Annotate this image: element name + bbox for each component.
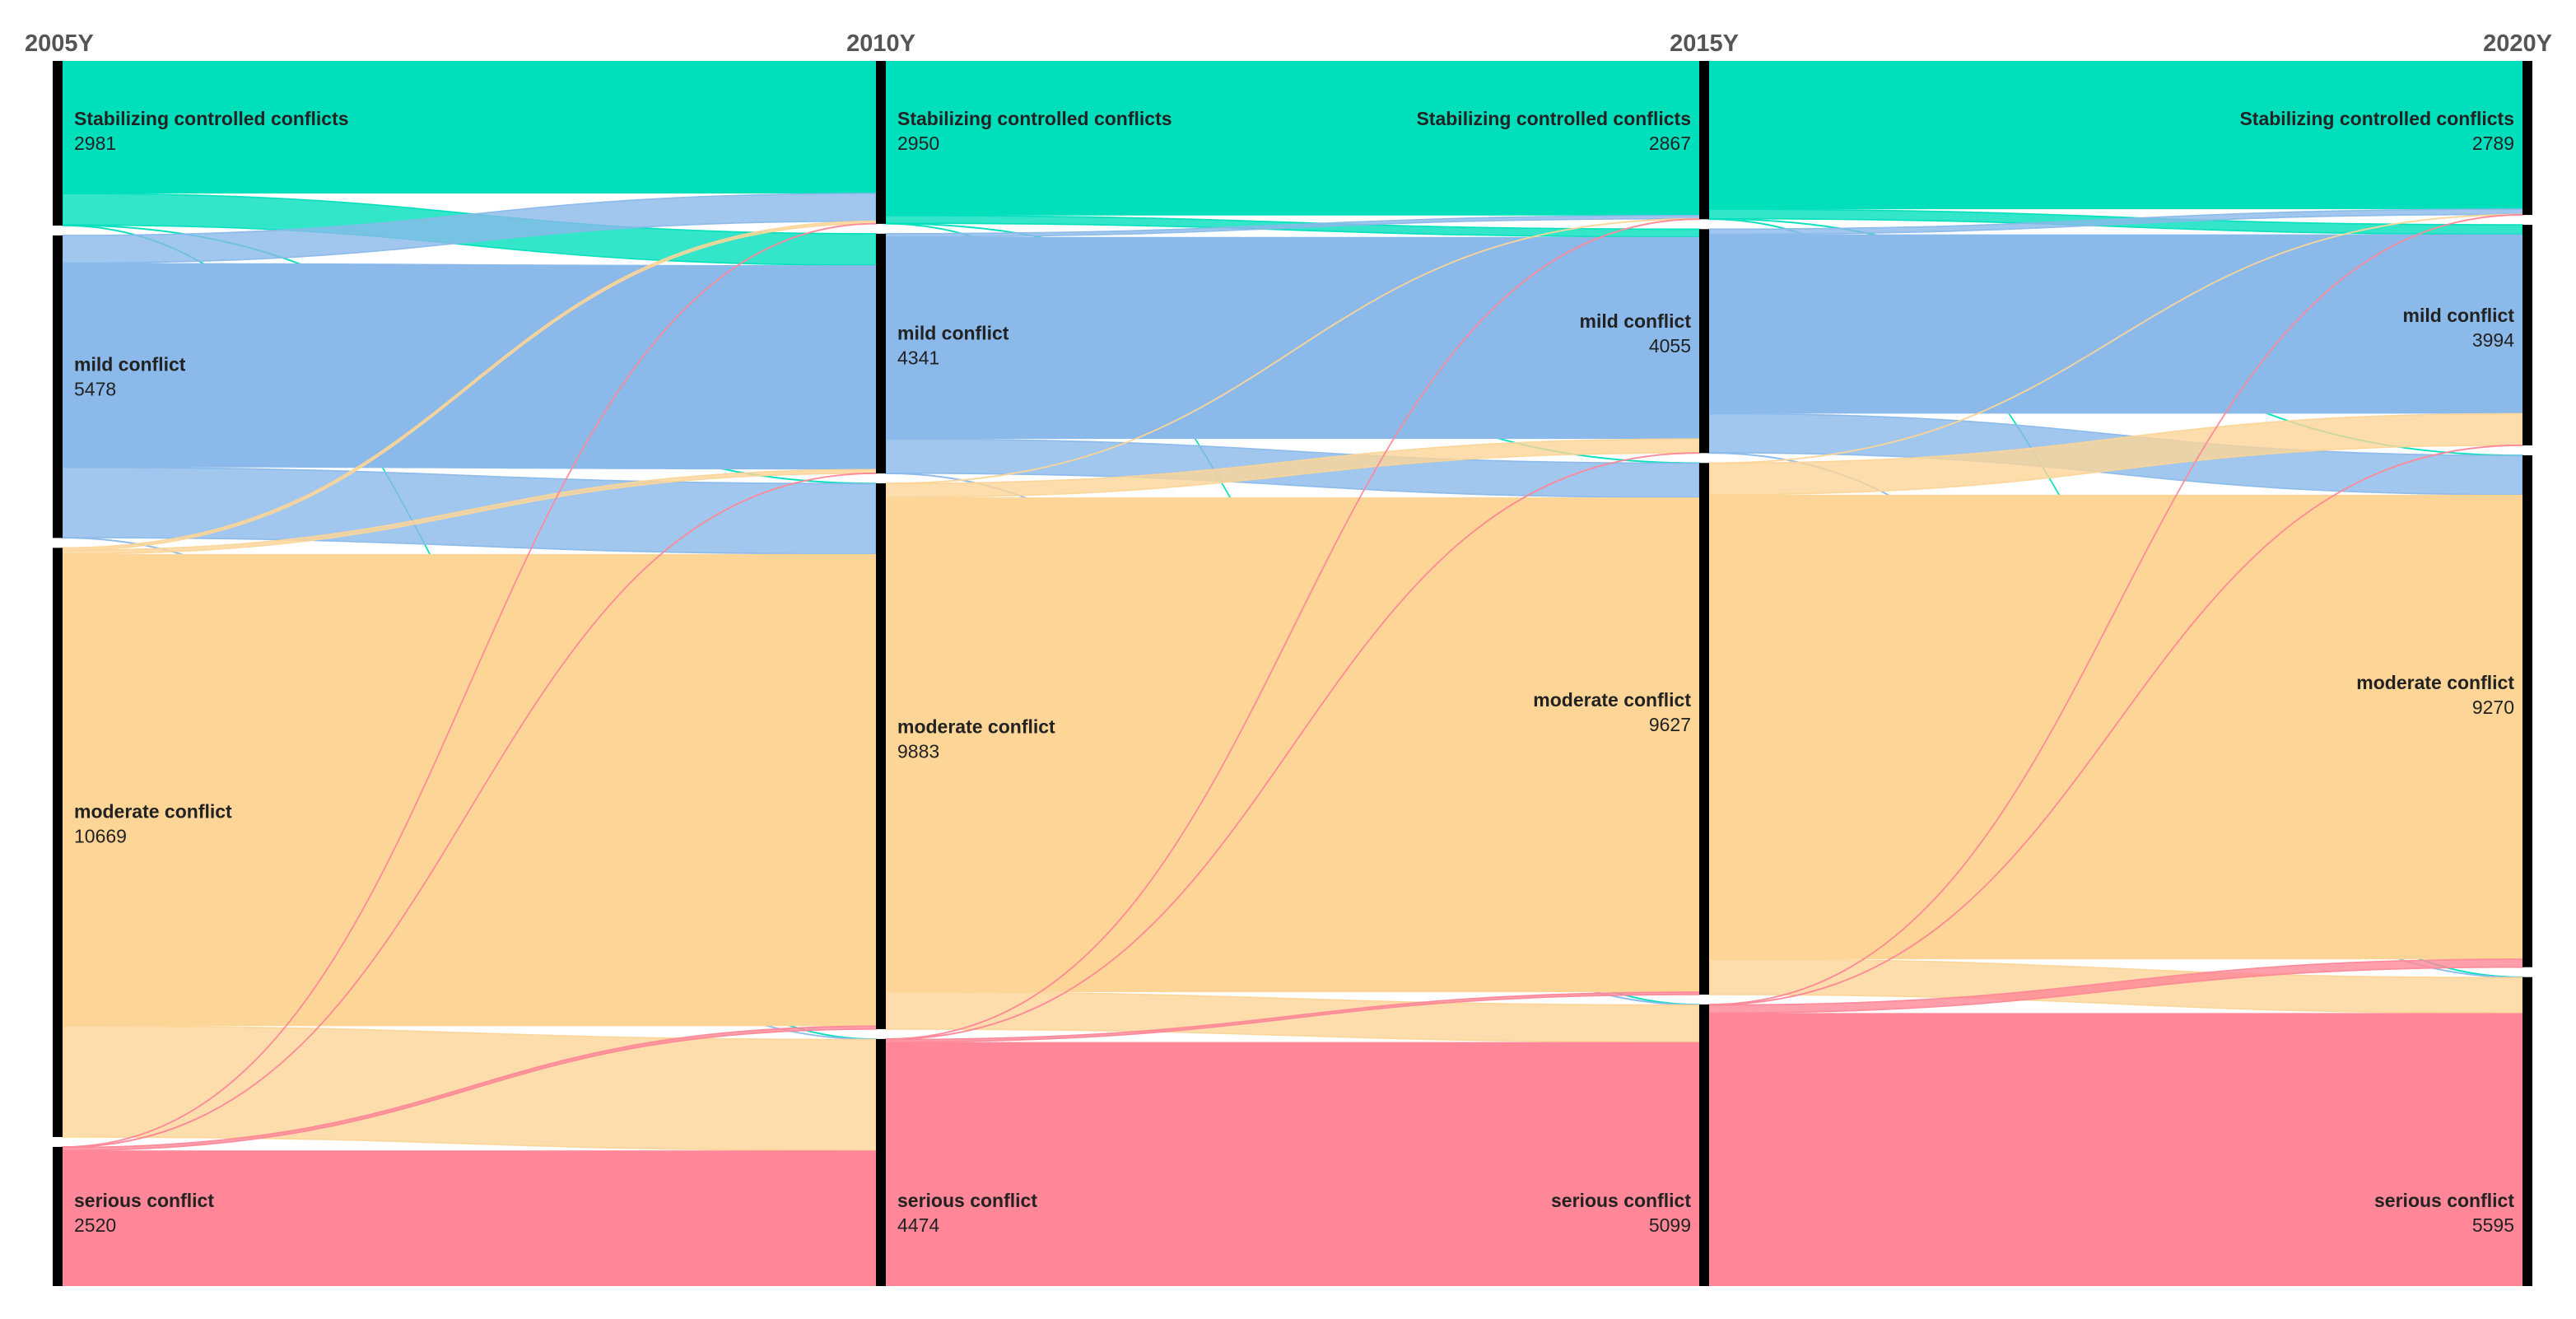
node-bar-2015Y-moderate xyxy=(1699,463,1709,995)
node-value-2020Y-in-mild: 3994 xyxy=(2472,329,2514,351)
node-value-2005Y-out-moderate: 10669 xyxy=(74,826,127,847)
node-label-2005Y-out-mild: mild conflict xyxy=(74,354,186,375)
node-bar-2005Y-serious xyxy=(53,1146,63,1286)
flow-1-serious-to-serious xyxy=(886,1042,1699,1286)
node-value-2005Y-out-mild: 5478 xyxy=(74,379,116,400)
node-bar-2010Y-stable xyxy=(876,61,886,224)
flow-0-stable-to-stable xyxy=(63,61,876,193)
node-label-2005Y-out-moderate: moderate conflict xyxy=(74,801,232,823)
node-bar-2005Y-moderate xyxy=(53,548,63,1137)
node-value-2010Y-out-stable: 2950 xyxy=(897,133,939,154)
node-value-2010Y-out-serious: 4474 xyxy=(897,1214,939,1236)
year-label-2010Y: 2010Y xyxy=(846,30,915,57)
node-bar-2010Y-mild xyxy=(876,233,886,474)
node-value-2005Y-out-serious: 2520 xyxy=(74,1214,116,1236)
node-label-2010Y-out-moderate: moderate conflict xyxy=(897,716,1055,738)
node-bar-2015Y-mild xyxy=(1699,229,1709,454)
node-label-2020Y-in-mild: mild conflict xyxy=(2403,305,2515,326)
node-label-2015Y-in-mild: mild conflict xyxy=(1580,310,1692,332)
year-label-2015Y: 2015Y xyxy=(1670,30,1739,57)
node-bar-2010Y-moderate xyxy=(876,483,886,1029)
node-label-2010Y-out-stable: Stabilizing controlled conflicts xyxy=(897,108,1172,129)
node-label-2015Y-in-moderate: moderate conflict xyxy=(1533,689,1691,711)
node-bar-2015Y-serious xyxy=(1699,1004,1709,1286)
links-layer xyxy=(62,61,2523,1286)
node-value-2015Y-in-mild: 4055 xyxy=(1649,335,1691,357)
flow-0-serious-to-mild xyxy=(62,472,877,1149)
node-value-2010Y-out-mild: 4341 xyxy=(897,347,939,369)
node-label-2020Y-in-serious: serious conflict xyxy=(2374,1190,2514,1211)
flow-1-moderate-to-moderate xyxy=(886,497,1699,992)
flow-2-moderate-to-moderate xyxy=(1709,494,2522,960)
flow-0-moderate-to-moderate xyxy=(63,553,876,1027)
node-value-2015Y-in-stable: 2867 xyxy=(1649,133,1691,154)
flow-0-serious-to-serious xyxy=(63,1150,876,1286)
node-value-2005Y-out-stable: 2981 xyxy=(74,133,116,154)
year-label-2020Y: 2020Y xyxy=(2483,30,2552,57)
flow-1-serious-to-stable xyxy=(885,218,1700,1041)
node-bar-2020Y-serious xyxy=(2522,976,2532,1286)
flow-2-serious-to-moderate xyxy=(1708,958,2523,1014)
flow-2-stable-to-stable xyxy=(1709,61,2522,210)
node-value-2020Y-in-moderate: 9270 xyxy=(2472,697,2514,718)
node-bar-2005Y-stable xyxy=(53,61,63,226)
node-label-2005Y-out-stable: Stabilizing controlled conflicts xyxy=(74,108,349,129)
node-label-2010Y-out-serious: serious conflict xyxy=(897,1190,1037,1211)
node-label-2005Y-out-serious: serious conflict xyxy=(74,1190,214,1211)
node-value-2015Y-in-moderate: 9627 xyxy=(1649,714,1691,735)
flow-0-serious-to-stable xyxy=(62,222,877,1149)
node-label-2020Y-in-moderate: moderate conflict xyxy=(2356,672,2514,693)
node-label-2015Y-in-serious: serious conflict xyxy=(1551,1190,1691,1211)
node-label-2015Y-in-stable: Stabilizing controlled conflicts xyxy=(1416,108,1691,129)
node-bar-2020Y-mild xyxy=(2522,225,2532,445)
node-value-2015Y-in-serious: 5099 xyxy=(1649,1214,1691,1236)
node-bars-layer xyxy=(53,61,2532,1286)
node-bar-2005Y-mild xyxy=(53,235,63,538)
flow-2-mild-to-mild xyxy=(1709,234,2522,414)
flow-0-mild-to-mild xyxy=(63,263,876,470)
year-label-2005Y: 2005Y xyxy=(25,30,94,57)
node-value-2010Y-out-moderate: 9883 xyxy=(897,741,939,762)
node-bar-2015Y-stable xyxy=(1699,61,1709,220)
node-labels-layer: Stabilizing controlled conflicts 2981 mild… xyxy=(74,108,2514,1236)
node-label-2020Y-in-stable: Stabilizing controlled conflicts xyxy=(2239,108,2514,129)
node-value-2020Y-in-serious: 5595 xyxy=(2472,1214,2514,1236)
flow-1-serious-to-mild xyxy=(885,452,1700,1041)
flow-2-serious-to-serious xyxy=(1709,1013,2522,1286)
node-value-2020Y-in-stable: 2789 xyxy=(2472,133,2514,154)
flow-1-mild-to-mild xyxy=(886,236,1699,440)
node-bar-2020Y-moderate xyxy=(2522,454,2532,967)
flow-1-stable-to-stable xyxy=(886,61,1699,216)
node-bar-2010Y-serious xyxy=(876,1038,886,1286)
year-labels-layer: 2005Y 2010Y 2015Y 2020Y xyxy=(25,30,2552,57)
node-bar-2020Y-stable xyxy=(2522,61,2532,216)
node-label-2010Y-out-mild: mild conflict xyxy=(897,323,1009,344)
